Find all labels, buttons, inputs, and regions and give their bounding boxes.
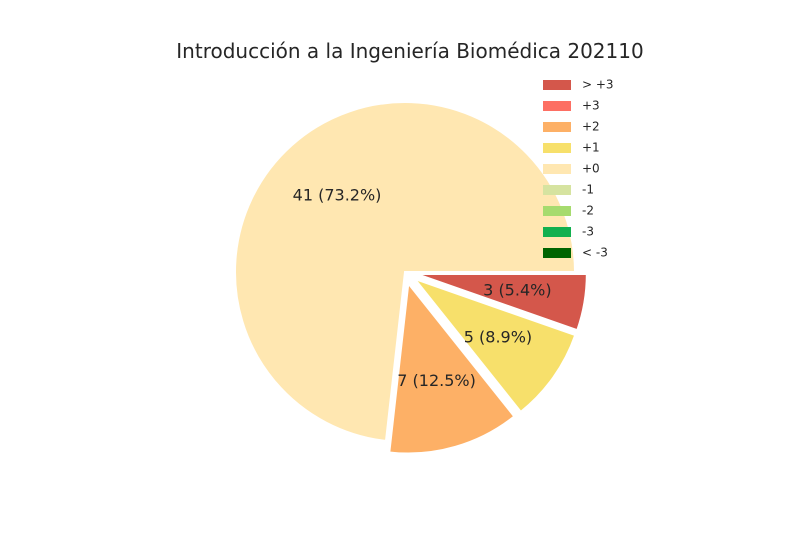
legend-swatch	[543, 185, 571, 195]
pie-slice	[388, 281, 516, 455]
legend-label: -2	[582, 204, 594, 218]
pie-slice-label: 41 (73.2%)	[293, 185, 382, 204]
pie-slice-label: 3 (5.4%)	[483, 281, 551, 300]
legend-swatch	[543, 248, 571, 258]
chart-title: Introducción a la Ingeniería Biomédica 2…	[176, 39, 643, 63]
pie-slices	[234, 101, 588, 455]
legend-label: > +3	[582, 78, 614, 92]
legend-label: +2	[582, 120, 600, 134]
legend-label: < -3	[582, 246, 608, 260]
legend-swatch	[543, 122, 571, 132]
legend-label: +1	[582, 141, 600, 155]
legend-label: +3	[582, 99, 600, 113]
pie-slice-label: 7 (12.5%)	[397, 371, 476, 390]
pie-slice-labels: 3 (5.4%) 5 (8.9%) 7 (12.5%) 41 (73.2%)	[293, 185, 552, 390]
pie-slice	[234, 101, 577, 443]
legend-swatch	[543, 80, 571, 90]
legend-swatch	[543, 227, 571, 237]
legend-label: -1	[582, 183, 594, 197]
legend-swatch	[543, 101, 571, 111]
pie-slice-label: 5 (8.9%)	[464, 327, 532, 346]
pie-slice	[411, 276, 577, 414]
pie-slice	[416, 273, 588, 332]
legend: > +3 +3 +2 +1 +0 -1 -2 -3 < -3	[543, 78, 614, 260]
legend-label: -3	[582, 225, 594, 239]
legend-swatch	[543, 164, 571, 174]
legend-label: +0	[582, 162, 600, 176]
legend-swatch	[543, 206, 571, 216]
legend-swatch	[543, 143, 571, 153]
